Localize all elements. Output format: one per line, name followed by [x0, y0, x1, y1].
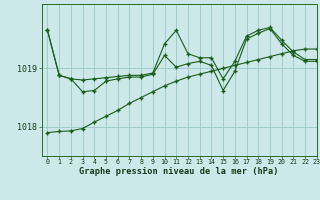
X-axis label: Graphe pression niveau de la mer (hPa): Graphe pression niveau de la mer (hPa)	[79, 167, 279, 176]
